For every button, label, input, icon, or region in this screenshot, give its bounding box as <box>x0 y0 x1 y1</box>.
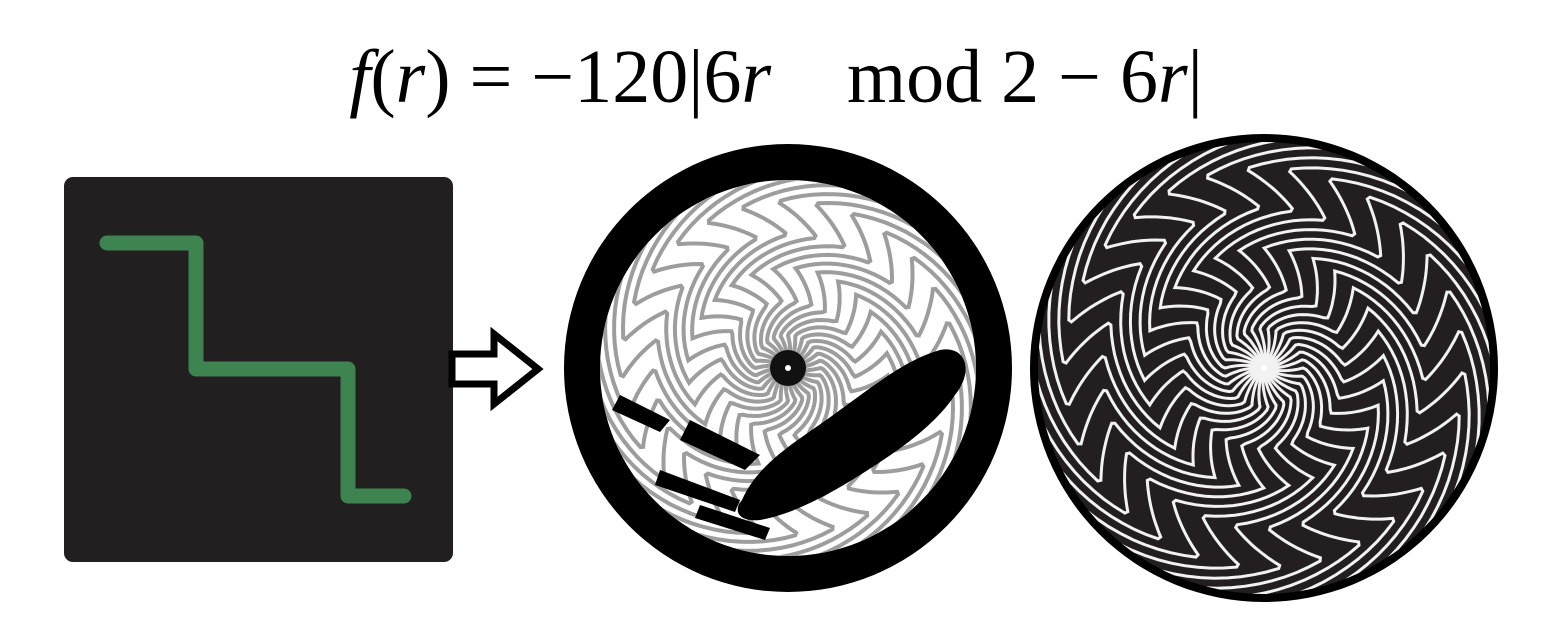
simulated-disc-dark-blob <box>737 349 966 521</box>
formula-r2: r <box>741 35 772 119</box>
spiral-arm <box>612 230 790 428</box>
spiral-arm <box>1212 166 1458 369</box>
spiral-arm <box>631 180 789 391</box>
transform-arrow-icon <box>448 326 544 412</box>
spiral-arm <box>1191 156 1424 370</box>
spiral-arm <box>1235 177 1484 369</box>
spiral-arm <box>675 180 805 378</box>
spiral-arm <box>1263 350 1425 594</box>
spiral-arm <box>1262 305 1471 546</box>
spiral-arm <box>1158 142 1337 370</box>
spiral-arm <box>1038 272 1266 468</box>
formula-r3: r <box>1158 35 1188 119</box>
spiral-arm <box>1250 221 1490 369</box>
spiral-arm <box>1241 358 1396 594</box>
formula-r1: r <box>395 35 426 119</box>
spiral-arm <box>1258 253 1490 416</box>
spiral-arm <box>620 200 790 408</box>
spiral-arm <box>728 192 926 370</box>
simulated-disc-center-dot <box>785 365 791 371</box>
ideal-disc-pattern <box>1038 142 1490 594</box>
formula-end: | <box>1187 35 1203 119</box>
spiral-arm <box>1038 367 1278 515</box>
spiral-arm <box>1038 320 1270 483</box>
spiral-arm <box>771 230 976 369</box>
spiral-arm <box>1070 367 1316 570</box>
ideal-disc-center-dot <box>1261 365 1267 371</box>
spiral-arm <box>786 291 973 470</box>
spiral-arm <box>787 345 945 556</box>
spiral-arm <box>765 211 976 369</box>
spiral-arm <box>711 183 890 370</box>
formula-open: ( <box>370 35 396 119</box>
spiral-arm <box>1263 328 1461 576</box>
profile-panel <box>64 177 453 562</box>
spiral-arm <box>1262 285 1481 508</box>
spiral-arm <box>787 351 926 556</box>
spiral-arm <box>1038 367 1286 541</box>
spiral-arm <box>1047 228 1266 451</box>
formula-f: f <box>349 35 371 119</box>
formula-title: f(r) = −120|6r mod 2 − 6r| <box>0 32 1552 122</box>
staircase-profile-line <box>99 235 412 504</box>
simulated-disc <box>564 144 1012 592</box>
ideal-disc <box>1030 134 1498 602</box>
spiral-arm <box>1132 142 1287 378</box>
spiral-arm <box>1103 142 1265 386</box>
spiral-arm <box>1067 160 1265 408</box>
spiral-arm <box>650 180 789 385</box>
spiral-arm <box>699 180 849 371</box>
spiral-arm <box>1191 366 1370 594</box>
spiral-arm <box>778 255 976 385</box>
spiral-arm <box>1172 146 1383 370</box>
formula-close-eq: ) = −120|6 <box>425 35 742 119</box>
spiral-arm <box>1044 367 1293 559</box>
spiral-arm <box>1263 342 1447 594</box>
spiral-arm <box>1057 190 1266 431</box>
spiral-arm <box>748 200 956 370</box>
simulated-disc-dark-streaks <box>612 395 770 540</box>
spiral-arm <box>1262 268 1490 464</box>
spiral-arm <box>1242 195 1490 369</box>
spiral-arm <box>785 279 976 429</box>
spiral-arm <box>1104 366 1337 580</box>
formula-mod: mod 2 − 6 <box>771 35 1159 119</box>
spiral-arm <box>1081 142 1265 394</box>
spiral-arm <box>1145 366 1356 590</box>
